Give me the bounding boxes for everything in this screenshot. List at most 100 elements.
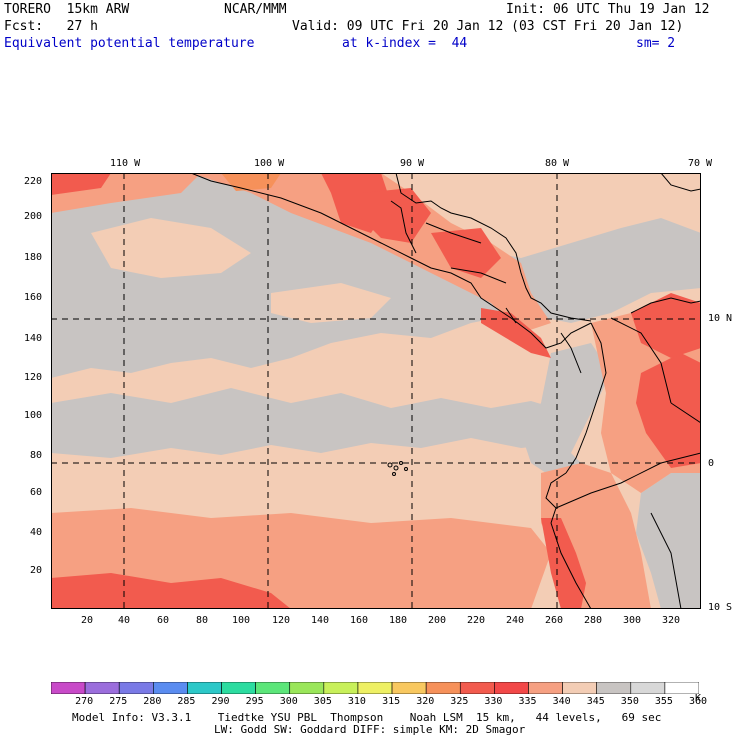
lon-label-80w: 80 W <box>545 158 570 169</box>
colorbar-swatch <box>323 682 359 694</box>
model-info-line2: LW: Godd SW: Goddard DIFF: simple KM: 2D… <box>214 723 526 736</box>
forecast-hour: Fcst: 27 h <box>4 19 98 34</box>
colorbar-swatch <box>630 682 666 694</box>
border-honduras <box>425 222 482 244</box>
y-tick-160: 160 <box>24 292 43 303</box>
ocean-patch-1 <box>91 218 251 278</box>
x-tick-180: 180 <box>389 615 408 626</box>
x-tick-240: 240 <box>506 615 525 626</box>
level-label: at k-index = 44 <box>342 36 468 51</box>
border-costa-rica <box>505 307 517 324</box>
x-tick-100: 100 <box>232 615 251 626</box>
border-venezuela <box>610 317 672 404</box>
colorbar-label: 300 <box>279 696 298 707</box>
colorbar-swatch <box>153 682 188 694</box>
border-nicaragua <box>450 267 507 284</box>
y-tick-20: 20 <box>30 565 43 576</box>
x-tick-120: 120 <box>272 615 291 626</box>
init-time: Init: 06 UTC Thu 19 Jan 12 <box>506 2 710 17</box>
island-cuba-tip <box>660 173 701 192</box>
valid-time: Valid: 09 UTC Fri 20 Jan 12 (03 CST Fri … <box>292 19 684 34</box>
red-nicaragua <box>431 228 501 278</box>
colorbar-swatch <box>187 682 222 694</box>
lon-label-90w: 90 W <box>400 158 425 169</box>
graticule <box>51 173 701 609</box>
x-tick-220: 220 <box>467 615 486 626</box>
coast-yucatan-caribbean <box>395 173 592 322</box>
colorbar-swatch <box>664 682 699 694</box>
colorbar-label: 315 <box>382 696 401 707</box>
colorbar <box>51 682 699 694</box>
galapagos-island-5 <box>404 467 408 471</box>
y-tick-100: 100 <box>24 410 43 421</box>
lat-label-10n: 10 N <box>708 313 733 324</box>
institution-label: NCAR/MMM <box>224 2 287 17</box>
lon-label-70w: 70 W <box>688 158 713 169</box>
x-tick-200: 200 <box>428 615 447 626</box>
border-guatemala <box>390 200 417 254</box>
colorbar-swatch <box>255 682 291 694</box>
colorbar-swatch <box>289 682 325 694</box>
colorbar-label: 280 <box>143 696 162 707</box>
colorbar-swatch <box>84 682 120 694</box>
colorbar-swatch <box>459 682 495 694</box>
y-tick-120: 120 <box>24 372 43 383</box>
border-panama-colombia <box>560 332 582 374</box>
colorbar-swatch <box>562 682 597 694</box>
lat-label-0: 0 <box>708 458 715 469</box>
x-tick-260: 260 <box>545 615 564 626</box>
theta-e-map <box>51 173 701 609</box>
x-tick-60: 60 <box>157 615 170 626</box>
border-ecuador-peru <box>555 452 701 509</box>
colorbar-label: 290 <box>211 696 230 707</box>
ocean-patch-2 <box>271 283 391 323</box>
colorbar-units: K <box>695 693 702 704</box>
x-tick-280: 280 <box>584 615 603 626</box>
colorbar-swatch <box>357 682 393 694</box>
galapagos-island-2 <box>393 465 399 471</box>
coast-venezuela-north <box>630 297 701 314</box>
red-band-nw <box>51 173 111 195</box>
x-tick-160: 160 <box>350 615 369 626</box>
smoothing-label: sm= 2 <box>636 36 676 51</box>
colorbar-label: 275 <box>109 696 128 707</box>
border-brazil <box>670 402 701 424</box>
colorbar-swatch <box>221 682 256 694</box>
coast-mexico-pacific <box>190 173 592 349</box>
gray-band-andes <box>636 473 701 609</box>
x-tick-140: 140 <box>311 615 330 626</box>
galapagos-island-4 <box>392 472 396 476</box>
colorbar-swatch <box>494 682 529 694</box>
colorbar-label: 305 <box>313 696 332 707</box>
y-tick-40: 40 <box>30 527 43 538</box>
colorbar-label: 355 <box>654 696 673 707</box>
gray-band-north <box>51 173 701 378</box>
colorbar-labels: 270 275 280 285 290 295 300 305 310 315 320 325 330 3… <box>51 693 740 708</box>
gray-band-east <box>521 343 611 483</box>
coast-colombia-pacific <box>565 322 607 474</box>
x-tick-40: 40 <box>118 615 131 626</box>
map-frame <box>51 173 701 609</box>
colorbar-swatch <box>596 682 632 694</box>
lon-label-110w: 110 W <box>110 158 141 169</box>
colorbar-label: 325 <box>450 696 469 707</box>
x-tick-20: 20 <box>81 615 94 626</box>
colorbar-swatch <box>391 682 427 694</box>
x-tick-80: 80 <box>196 615 209 626</box>
coastlines <box>190 173 701 609</box>
colorbar-swatch <box>425 682 461 694</box>
colorbar-label: 345 <box>586 696 605 707</box>
red-band-south <box>51 573 291 609</box>
gray-band-central <box>51 388 571 458</box>
model-info-line1: Model Info: V3.3.1 Tiedtke YSU PBL Thomp… <box>72 711 662 724</box>
y-tick-60: 60 <box>30 487 43 498</box>
galapagos-island-3 <box>399 461 403 465</box>
y-tick-140: 140 <box>24 333 43 344</box>
colorbar-label: 295 <box>245 696 264 707</box>
colorbar-label: 360 <box>689 696 708 707</box>
y-tick-220: 220 <box>24 176 43 187</box>
red-colombia-east <box>636 353 701 468</box>
y-tick-200: 200 <box>24 211 43 222</box>
colorbar-label: 270 <box>75 696 94 707</box>
colorbar-swatch <box>51 682 86 694</box>
